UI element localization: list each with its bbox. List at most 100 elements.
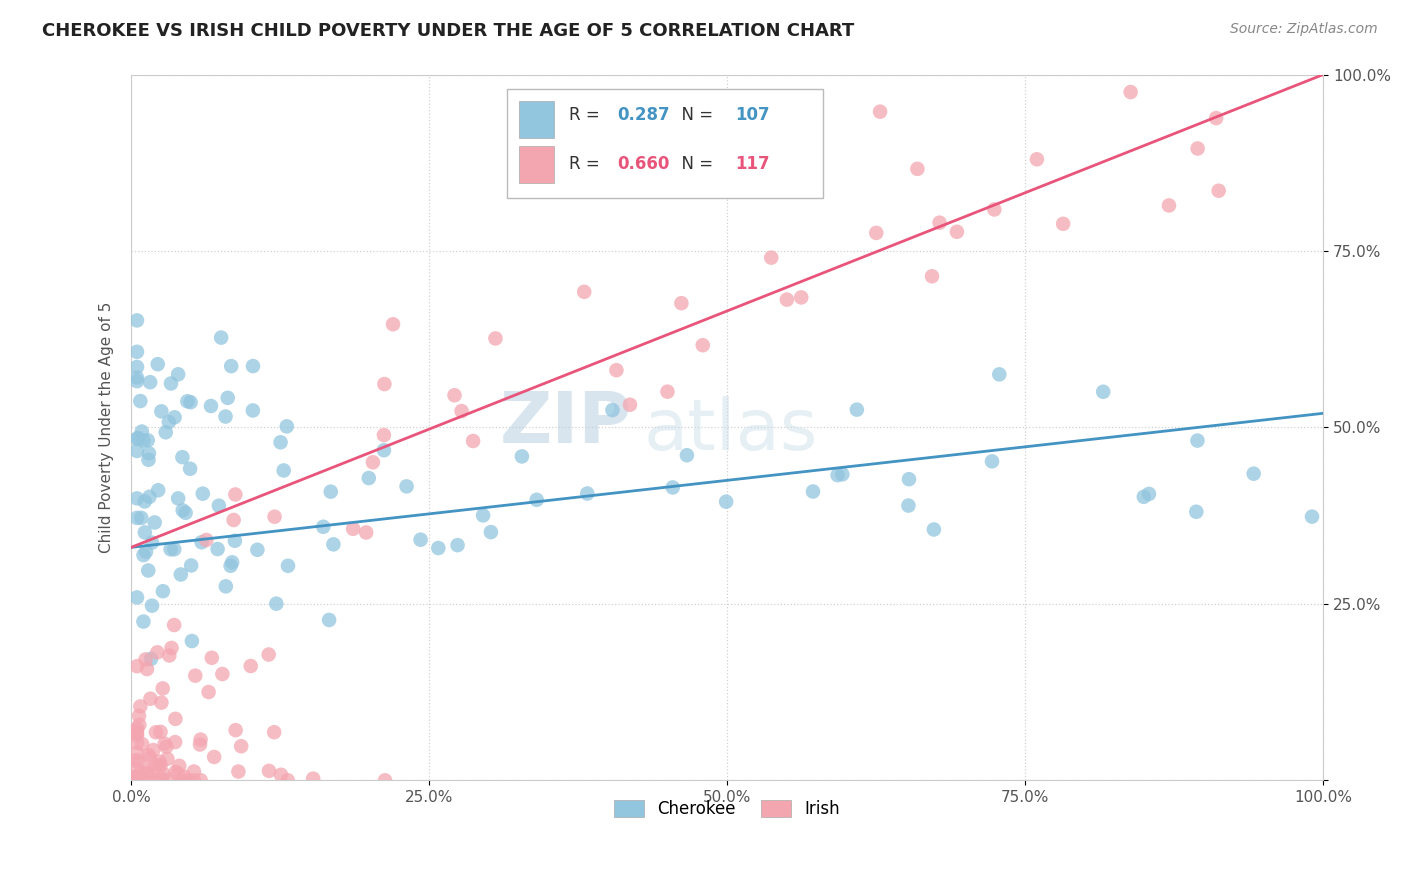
Point [277,773,299,788]
Point [228,764,250,779]
Point [209,330,232,344]
Point [125,591,148,605]
Point [208,499,231,513]
Point [163,618,186,632]
Point [152,767,174,781]
Point [1243,467,1265,481]
Point [928,216,950,230]
Point [988,368,1011,382]
Point [1119,85,1142,99]
Point [188,738,211,752]
Point [157,648,180,663]
Point [981,454,1004,468]
Point [257,764,280,778]
Point [207,542,229,557]
Text: ZIP: ZIP [499,390,631,458]
Point [183,764,205,779]
Point [1187,434,1209,448]
Point [160,376,183,391]
Point [276,419,298,434]
Text: 117: 117 [735,155,770,173]
Point [191,486,214,500]
Point [354,525,377,540]
Point [125,313,148,327]
Point [905,161,928,176]
Point [172,503,194,517]
Point [149,755,172,769]
Point [125,753,148,767]
Point [125,773,148,788]
Point [1052,217,1074,231]
Point [139,375,162,389]
Point [142,743,165,757]
Point [152,681,174,696]
Text: R =: R = [568,155,605,173]
Point [167,759,190,773]
Point [831,467,853,482]
Point [125,359,148,374]
Point [180,558,202,573]
Point [446,538,468,552]
Point [139,652,162,666]
Point [134,494,156,508]
Point [156,752,179,766]
Point [1157,198,1180,212]
Point [139,750,162,764]
Point [127,770,149,784]
Point [155,772,177,787]
Point [125,736,148,750]
Point [312,520,335,534]
Y-axis label: Child Poverty Under the Age of 5: Child Poverty Under the Age of 5 [100,301,114,553]
Point [1025,153,1047,167]
Point [180,634,202,648]
Point [138,446,160,460]
Point [273,463,295,477]
Point [143,516,166,530]
Point [461,434,484,448]
Point [190,535,212,549]
Point [165,735,187,749]
Point [1301,509,1323,524]
Point [484,331,506,345]
Point [145,773,167,788]
Point [921,269,943,284]
Point [132,773,155,788]
Point [125,511,148,525]
Point [219,359,242,373]
Point [479,525,502,540]
Point [163,410,186,425]
Point [173,770,195,784]
Point [922,523,945,537]
Point [125,432,148,446]
Point [134,525,156,540]
Bar [519,102,554,138]
Point [172,450,194,465]
Point [125,746,148,760]
Point [170,567,193,582]
Point [217,391,239,405]
Point [574,285,596,299]
Point [190,773,212,788]
FancyBboxPatch shape [506,88,823,198]
Point [138,490,160,504]
Point [146,773,169,788]
Point [125,724,148,739]
Text: 0.660: 0.660 [617,155,669,173]
Point [136,662,159,676]
Point [1185,505,1208,519]
Point [602,403,624,417]
Point [221,555,243,569]
Point [131,737,153,751]
Point [135,765,157,780]
Point [131,425,153,439]
Point [211,667,233,681]
Point [125,727,148,741]
Point [239,659,262,673]
Point [865,226,887,240]
Point [983,202,1005,217]
Point [450,404,472,418]
Point [318,613,340,627]
Text: 107: 107 [735,106,770,124]
Point [225,723,247,738]
Text: atlas: atlas [644,396,818,466]
